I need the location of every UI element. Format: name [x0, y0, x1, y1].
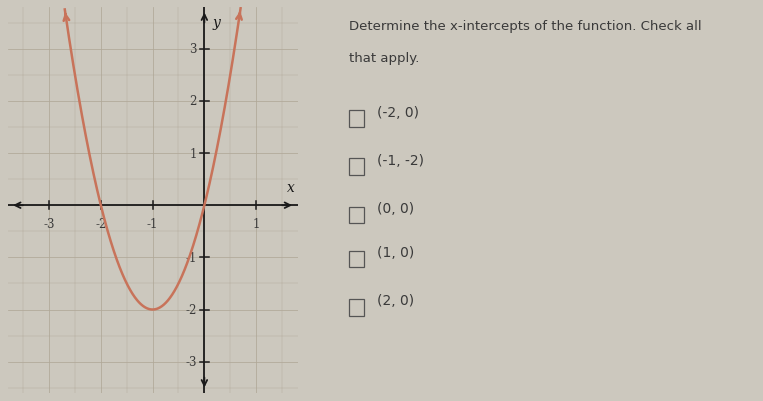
Text: (2, 0): (2, 0): [377, 294, 414, 308]
Text: -1: -1: [185, 251, 197, 264]
Text: 3: 3: [189, 43, 197, 56]
Text: (-1, -2): (-1, -2): [377, 154, 424, 167]
Text: (1, 0): (1, 0): [377, 246, 414, 259]
Text: -1: -1: [147, 217, 158, 230]
Text: x: x: [288, 180, 295, 194]
Text: Determine the x-intercepts of the function. Check all: Determine the x-intercepts of the functi…: [349, 20, 701, 33]
Text: (0, 0): (0, 0): [377, 202, 414, 215]
Text: that apply.: that apply.: [349, 52, 419, 65]
Text: 1: 1: [253, 217, 260, 230]
Text: -3: -3: [43, 217, 55, 230]
Text: -2: -2: [95, 217, 107, 230]
Text: -3: -3: [185, 355, 197, 368]
Text: -2: -2: [185, 303, 197, 316]
Text: (-2, 0): (-2, 0): [377, 105, 419, 119]
Text: 1: 1: [189, 147, 197, 160]
Text: 2: 2: [189, 95, 197, 108]
Text: y: y: [212, 16, 220, 30]
